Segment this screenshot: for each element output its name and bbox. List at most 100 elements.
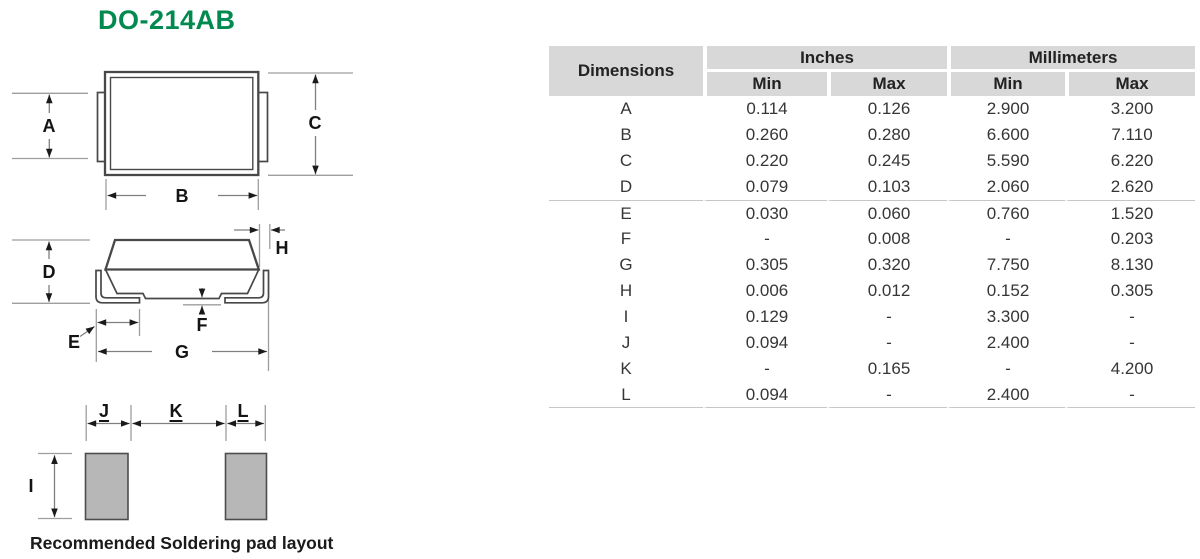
table-row: I 0.129-3.300- [549,304,1195,330]
table-row: H 0.006 0.012 0.152 0.305 [549,278,1195,304]
dim-cell: I [623,307,629,326]
dim-label-i: I [28,476,34,496]
value-cell: 4.200 [1065,356,1195,382]
table-row: G 0.305 0.320 7.750 8.130 [549,252,1195,278]
left-solder-pad [84,452,129,521]
value-cell: 0.260 [703,122,827,148]
value-cell: 0.280 [827,122,947,148]
table-row: J 0.094-2.400- [549,330,1195,356]
value-cell: - [1065,304,1195,330]
value-cell: 0.008 [827,226,947,252]
value-cell: 0.320 [827,252,947,278]
value-cell: 0.760 [947,200,1066,226]
table-row: K -0.165-4.200 [549,356,1195,382]
dim-label-j: J [98,401,110,421]
package-body-top [103,70,260,177]
value-cell: 0.030 [703,200,827,226]
value-cell: 2.620 [1065,174,1195,200]
dim-cell: G [619,255,633,274]
value-cell: - [827,304,947,330]
value-cell: - [947,226,1065,252]
table-row: F -0.008-0.203 [549,226,1195,252]
value-cell: 0.220 [703,148,827,174]
table-row: C 0.220 0.245 5.590 6.220 [549,148,1195,174]
value-cell: 0.114 [703,96,827,122]
value-cell: 0.305 [1065,278,1195,304]
left-lead [95,269,141,304]
value-cell: - [947,356,1065,382]
right-lead [224,269,270,304]
table-row: L 0.094-2.400- [549,382,1196,408]
value-cell: 0.094 [703,330,827,356]
dim-label-c: C [308,113,322,133]
package-title: DO-214AB [98,5,236,35]
value-cell: 2.400 [947,382,1066,408]
side-view-diagram [12,224,285,371]
package-body-lower [104,268,261,300]
dim-label-e: E [67,332,81,352]
value-cell: - [827,330,947,356]
dim-label-l: L [237,401,249,421]
pad-layout-caption: Recommended Soldering pad layout [30,533,334,553]
dim-label-g: G [174,342,190,362]
dim-cell: E [549,200,703,226]
column-header-mm-min: Min [947,69,1066,96]
value-cell: 0.129 [703,304,827,330]
dim-cell: A [620,99,632,118]
value-cell: 0.060 [827,200,948,226]
dim-cell: L [549,382,703,408]
value-cell: 7.750 [947,252,1065,278]
table-row: D 0.079 0.103 2.060 2.620 [549,174,1195,200]
value-cell: 0.126 [827,96,947,122]
value-cell: 0.079 [703,174,827,200]
value-cell: - [703,226,827,252]
dimensions-table-body: A 0.114 0.126 2.900 3.200 B 0.260 0.280 6.600 7.1… [549,96,1196,408]
top-view-diagram [12,70,353,210]
value-cell: 0.094 [703,382,827,408]
value-cell: 0.305 [703,252,827,278]
dim-cell: H [619,281,633,300]
pad-layout-diagram [38,405,268,521]
value-cell: 3.300 [947,304,1065,330]
value-cell: 7.110 [1065,122,1195,148]
dim-cell: C [619,151,633,170]
table-header-row-minmax: Min Max Min Max [549,69,1196,96]
column-group-millimeters: Millimeters [947,46,1196,69]
dim-label-a: A [42,116,56,136]
right-solder-pad [224,452,268,521]
value-cell: 2.400 [947,330,1065,356]
value-cell: 3.200 [1065,96,1195,122]
value-cell: 1.520 [1065,200,1196,226]
value-cell: - [1065,382,1196,408]
value-cell: 8.130 [1065,252,1195,278]
value-cell: - [1065,330,1195,356]
table-row: B 0.260 0.280 6.600 7.110 [549,122,1195,148]
dim-label-f: F [196,315,208,335]
column-header-inches-max: Max [827,69,948,96]
dim-label-d: D [42,262,56,282]
value-cell: 2.060 [947,174,1065,200]
dim-cell: D [619,177,633,196]
value-cell: 0.103 [827,174,947,200]
package-body-side [103,238,261,271]
column-header-dimensions: Dimensions [549,46,703,96]
table-row: A 0.114 0.126 2.900 3.200 [549,96,1195,122]
dim-cell: B [620,125,632,144]
value-cell: - [703,356,827,382]
value-cell: 0.152 [947,278,1065,304]
dim-cell: F [620,229,632,248]
value-cell: 0.165 [827,356,947,382]
value-cell: 0.203 [1065,226,1195,252]
value-cell: - [827,382,948,408]
table-header-row-groups: Dimensions Inches Millimeters [549,46,1196,96]
value-cell: 0.006 [703,278,827,304]
value-cell: 0.245 [827,148,947,174]
column-header-mm-max: Max [1065,69,1196,96]
dim-cell: J [621,333,631,352]
column-group-inches: Inches [703,46,948,69]
dim-label-h: H [275,238,289,258]
column-header-inches-min: Min [703,69,827,96]
dim-cell: K [620,359,632,378]
value-cell: 2.900 [947,96,1065,122]
